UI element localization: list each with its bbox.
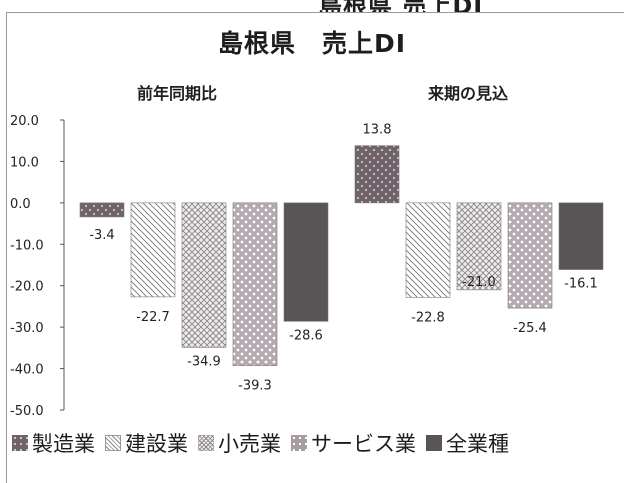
bar-4-0 — [283, 202, 329, 322]
y-tick-label: -10.0 — [10, 238, 44, 253]
y-tick-label: -30.0 — [10, 321, 44, 336]
data-label-2-0: -34.9 — [187, 354, 221, 369]
data-label-3-1: -25.4 — [513, 321, 547, 336]
legend-swatch — [426, 435, 442, 451]
data-label-1-1: -22.8 — [411, 310, 445, 325]
y-tick-label: -50.0 — [10, 404, 44, 419]
scan-margin — [0, 0, 624, 8]
data-label-4-0: -28.6 — [289, 328, 323, 343]
legend-item: サービス業 — [291, 428, 416, 458]
legend-item: 製造業 — [12, 428, 95, 458]
legend-swatch — [291, 435, 307, 451]
bar-2-1 — [456, 202, 502, 291]
legend-label: サービス業 — [311, 432, 416, 456]
legend-item: 建設業 — [105, 428, 188, 458]
y-tick-label: 20.0 — [10, 114, 39, 129]
bar-3-1 — [507, 202, 553, 309]
y-tick-label: -20.0 — [10, 280, 44, 295]
data-label-0-0: -3.4 — [89, 228, 114, 243]
legend-label: 建設業 — [125, 432, 188, 456]
legend-label: 小売業 — [218, 432, 281, 456]
data-label-2-1: -21.0 — [462, 275, 496, 290]
y-tick-label: -40.0 — [10, 363, 44, 378]
bar-2-0 — [181, 202, 227, 348]
legend-label: 製造業 — [32, 432, 95, 456]
bar-0-1 — [354, 145, 400, 204]
chart-legend: 製造業 建設業 小売業 サービス業 全業種 — [12, 428, 519, 458]
legend-swatch — [12, 435, 28, 451]
y-tick-label: 0.0 — [10, 197, 31, 212]
legend-item: 全業種 — [426, 428, 509, 458]
group-title-yoy: 前年同期比 — [137, 84, 218, 103]
legend-item: 小売業 — [198, 428, 281, 458]
bar-3-0 — [232, 202, 278, 366]
data-label-3-0: -39.3 — [238, 379, 272, 394]
group-title-outlook: 来期の見込 — [428, 84, 509, 103]
chart-title: 島根県 売上DI — [217, 29, 407, 58]
data-label-4-1: -16.1 — [564, 277, 598, 292]
y-tick-label: 10.0 — [10, 155, 39, 170]
legend-label: 全業種 — [446, 432, 509, 456]
legend-swatch — [198, 435, 214, 451]
chart-canvas: 20.0 10.0 0.0 -10.0 -20.0 -30.0 -40.0 -50.0 -3.4… — [10, 114, 604, 419]
legend-swatch — [105, 435, 121, 451]
bar-0-0 — [79, 202, 125, 218]
data-label-0-1: 13.8 — [363, 123, 392, 138]
bar-1-1 — [405, 202, 451, 298]
bar-1-0 — [130, 202, 176, 298]
data-label-1-0: -22.7 — [136, 310, 170, 325]
bar-4-1 — [558, 202, 604, 270]
